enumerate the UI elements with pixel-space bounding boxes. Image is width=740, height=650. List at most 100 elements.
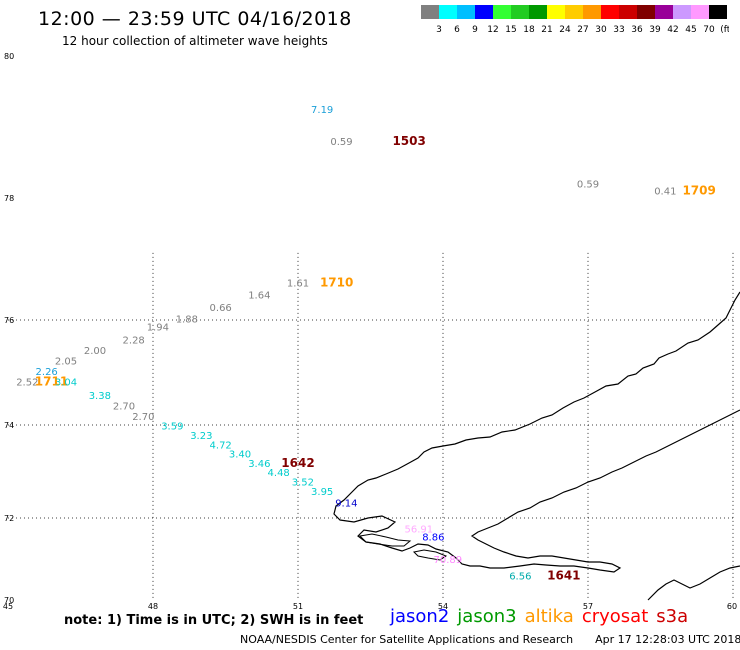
wave-height-label: 8.86: [422, 533, 444, 544]
lat-label: 78: [4, 194, 14, 203]
scale-swatch: [619, 5, 637, 19]
scale-swatch: [565, 5, 583, 19]
lon-label: 57: [583, 602, 593, 611]
scale-label: 12: [487, 25, 498, 35]
wave-height-label: 3.40: [229, 450, 251, 461]
scale-swatch: [673, 5, 691, 19]
satellite-legend: jason2 jason3 altika cryosat s3a: [390, 606, 696, 627]
wave-height-label: 3.04: [55, 378, 77, 389]
scale-label: 18: [523, 25, 535, 35]
scale-swatch: [601, 5, 619, 19]
scale-swatch: [439, 5, 457, 19]
novaya-zemlya-coast: [333, 291, 740, 573]
wave-height-label: 3.52: [292, 477, 314, 488]
wave-height-label: 1.94: [147, 323, 169, 334]
scale-label: 27: [577, 25, 588, 35]
wave-height-label: 70.89: [434, 555, 463, 566]
scale-swatch: [655, 5, 673, 19]
legend-s3a: s3a: [656, 606, 689, 627]
latitude-labels: 80 78 76 74 72 70: [4, 52, 14, 605]
legend-cryosat: cryosat: [581, 606, 649, 627]
scale-swatch: [529, 5, 547, 19]
wave-height-label: 4.72: [210, 440, 232, 451]
wave-height-label: 1.61: [287, 278, 309, 289]
lat-label: 76: [4, 316, 14, 325]
map-grid: [8, 252, 734, 600]
lower-coast: [647, 565, 740, 601]
wave-height-label: 2.70: [113, 401, 135, 412]
wave-height-label: 1710: [320, 275, 353, 289]
lon-label: 45: [3, 602, 13, 611]
longitude-labels: 45 48 51 54 57 60: [3, 602, 737, 611]
wave-height-label: 2.00: [84, 346, 106, 357]
legend-jason2: jason2: [390, 606, 450, 627]
wave-height-label: 3.38: [89, 391, 111, 402]
wave-height-label: 3.46: [248, 459, 270, 470]
lon-label: 48: [148, 602, 158, 611]
scale-swatch: [637, 5, 655, 19]
wave-height-label: 0.59: [330, 137, 352, 148]
scale-label: 45: [685, 25, 696, 35]
scale-label: 15: [505, 25, 516, 35]
wave-height-label: 0.41: [654, 186, 676, 197]
lat-label: 70: [4, 596, 14, 605]
scale-label: 9: [472, 25, 478, 35]
wave-height-label: 3.59: [161, 422, 183, 433]
scale-label: 30: [595, 25, 607, 35]
wave-height-label: 1503: [392, 134, 425, 148]
lon-label: 54: [438, 602, 448, 611]
lat-label: 74: [4, 421, 14, 430]
wave-height-label: 2.26: [36, 367, 58, 378]
lat-label: 80: [4, 52, 14, 61]
wave-height-label: 1642: [281, 456, 314, 470]
legend-jason3: jason3: [457, 606, 517, 627]
wave-height-label: 1711: [35, 375, 68, 389]
lat-label: 72: [4, 514, 14, 523]
wave-height-label: 4.48: [268, 468, 290, 479]
scale-label: 42: [667, 25, 678, 35]
scale-label: 21: [541, 25, 552, 35]
wave-height-label: 9.14: [335, 498, 357, 509]
scale-swatch: [457, 5, 475, 19]
wave-height-observations: 7.19 0.59 1503 0.59 0.41 1709 1.61 1710 1.64 0.66…: [16, 105, 716, 583]
note-text: note: 1) Time is in UTC; 2) SWH is in fe…: [64, 613, 364, 628]
scale-swatch: [421, 5, 439, 19]
wave-height-label: 56.91: [405, 524, 434, 535]
wave-height-label: 3.23: [190, 431, 212, 442]
island-left: [358, 533, 412, 547]
wave-height-label: 2.52: [16, 378, 38, 389]
wave-height-label: 2.05: [55, 357, 77, 368]
scale-swatch: [583, 5, 601, 19]
wave-height-label: 1.88: [176, 315, 198, 326]
footer-timestamp: Apr 17 12:28:03 UTC 2018: [595, 633, 740, 646]
wave-height-label: 0.59: [577, 179, 599, 190]
scale-label: (ft): [720, 25, 729, 35]
scale-label: 39: [649, 25, 661, 35]
wave-height-label: 3.95: [311, 487, 333, 498]
wave-height-label: 2.28: [123, 336, 145, 347]
wave-height-label: 7.19: [311, 105, 333, 116]
wave-height-label: 2.70: [132, 412, 154, 423]
scale-label: 3: [436, 25, 442, 35]
scale-swatch: [475, 5, 493, 19]
scale-label: 24: [559, 25, 571, 35]
map-subtitle: 12 hour collection of altimeter wave hei…: [62, 34, 328, 48]
lon-label: 60: [727, 602, 737, 611]
wave-height-label: 0.66: [210, 303, 232, 314]
legend-altika: altika: [524, 606, 574, 627]
scale-swatch: [511, 5, 529, 19]
wave-height-label: 6.56: [509, 572, 531, 583]
wave-height-label: 1709: [682, 183, 715, 197]
footer: NOAA/NESDIS Center for Satellite Applica…: [240, 633, 740, 646]
scale-swatch: [493, 5, 511, 19]
scale-swatch: [709, 5, 727, 19]
wave-height-label: 1.64: [248, 291, 270, 302]
scale-label: 70: [703, 25, 715, 35]
footer-credit: NOAA/NESDIS Center for Satellite Applica…: [240, 633, 574, 646]
map-title: 12:00 — 23:59 UTC 04/16/2018: [38, 8, 352, 30]
wave-height-label: 1641: [547, 569, 580, 583]
coastline: [333, 291, 740, 601]
scale-swatch: [691, 5, 709, 19]
